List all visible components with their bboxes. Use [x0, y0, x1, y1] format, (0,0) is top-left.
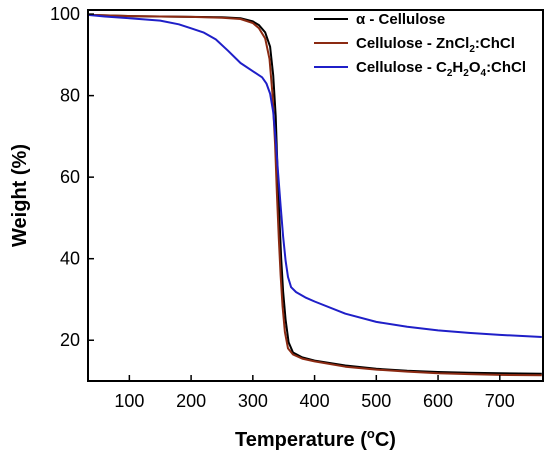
- legend: α - Cellulose Cellulose - ZnCl2:ChCl Cellu…: [314, 11, 526, 79]
- y-tick-label: 80: [60, 86, 80, 106]
- x-tick-label: 100: [114, 391, 144, 411]
- plot-frame: [87, 9, 544, 382]
- series-line-3: [87, 13, 542, 338]
- x-tick-label: 400: [300, 391, 330, 411]
- x-tick-label: 700: [485, 391, 515, 411]
- x-tick-label: 600: [423, 391, 453, 411]
- y-tick-label: 40: [60, 249, 80, 269]
- x-axis-title: Temperature (oC): [235, 426, 396, 451]
- series-layer: [87, 13, 542, 377]
- y-tick-label: 100: [50, 4, 80, 24]
- y-tick-label: 60: [60, 167, 80, 187]
- legend-label-2: Cellulose - ZnCl2:ChCl: [356, 35, 515, 55]
- y-axis-title: Weight (%): [9, 144, 31, 247]
- x-tick-label: 300: [238, 391, 268, 411]
- y-axis: 20 40 60 80 100: [50, 4, 94, 350]
- x-tick-label: 200: [176, 391, 206, 411]
- x-axis: 100 200 300 400 500 600 700: [114, 375, 515, 411]
- series-line-2: [87, 13, 542, 377]
- legend-label-3: Cellulose - C2H2O4:ChCl: [356, 59, 526, 79]
- legend-label-1: α - Cellulose: [356, 11, 445, 28]
- x-tick-label: 500: [361, 391, 391, 411]
- y-tick-label: 20: [60, 330, 80, 350]
